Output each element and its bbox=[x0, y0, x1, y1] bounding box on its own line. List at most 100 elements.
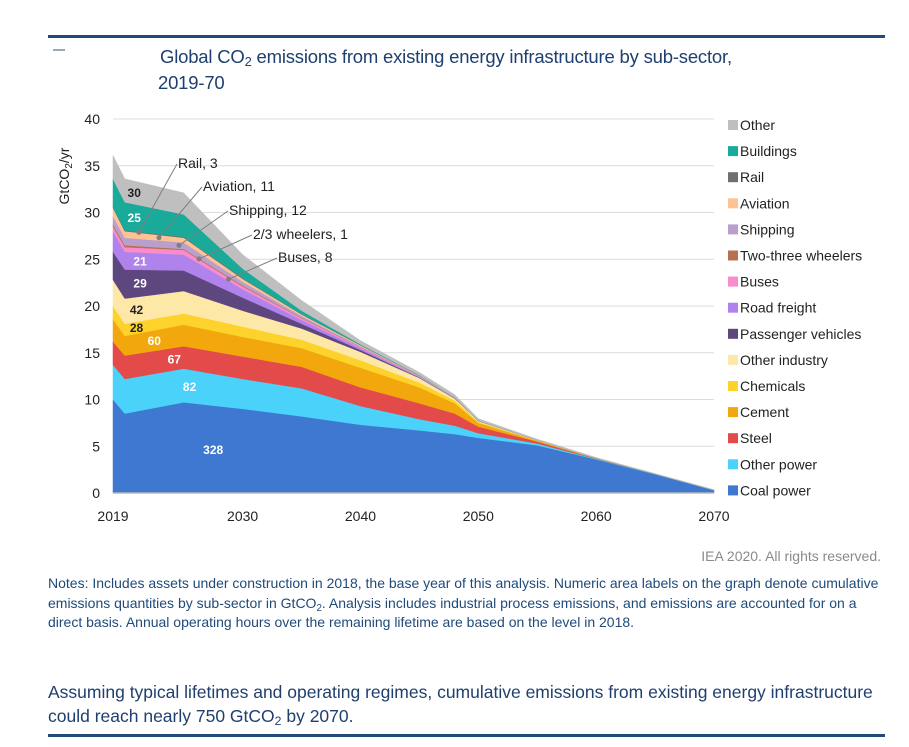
y-tick-label: 5 bbox=[92, 438, 100, 454]
annotation-dot bbox=[156, 235, 162, 241]
credit-text: IEA 2020. All rights reserved. bbox=[701, 548, 881, 564]
legend-item: Other industry bbox=[728, 352, 828, 368]
legend-label: Chemicals bbox=[740, 378, 805, 394]
area-value-label: 60 bbox=[148, 334, 162, 348]
annotation-leader-line bbox=[228, 257, 278, 280]
chart-notes: Notes: Includes assets under constructio… bbox=[48, 574, 884, 633]
legend-label: Other bbox=[740, 117, 775, 133]
legend-swatch bbox=[728, 459, 738, 470]
legend-item: Other bbox=[728, 117, 775, 133]
legend-swatch bbox=[728, 146, 738, 157]
legend-item: Road freight bbox=[728, 300, 816, 316]
annotation-leader-line bbox=[158, 186, 203, 239]
legend-label: Cement bbox=[740, 404, 789, 420]
legend-swatch bbox=[728, 198, 738, 209]
legend-label: Other industry bbox=[740, 352, 828, 368]
area-value-label: 67 bbox=[168, 352, 182, 366]
annotation-dot bbox=[225, 276, 231, 282]
y-axis-label: GtCO2/yr bbox=[56, 147, 75, 204]
y-label-text: GtCO bbox=[56, 169, 72, 205]
annotation-label: Rail, 3 bbox=[178, 155, 218, 171]
y-tick-label: 40 bbox=[84, 111, 100, 127]
legend-swatch bbox=[728, 433, 738, 444]
conclusion-subscript: 2 bbox=[274, 714, 282, 728]
legend-item: Steel bbox=[728, 430, 772, 446]
annotation-dot bbox=[136, 229, 142, 235]
legend-swatch bbox=[728, 354, 738, 365]
legend-swatch bbox=[728, 250, 738, 261]
y-tick-label: 10 bbox=[84, 392, 100, 408]
area-value-label: 30 bbox=[128, 186, 142, 200]
y-label-unit: /yr bbox=[56, 147, 72, 163]
title-line-2: 2019-70 bbox=[158, 72, 225, 93]
legend: Other Buildings Rail Aviation Shipping Two-th… bbox=[728, 117, 862, 498]
notes-text-1: Notes: Includes assets under constructio… bbox=[48, 575, 879, 611]
legend-label: Buses bbox=[740, 274, 779, 290]
notes-subscript: 2 bbox=[316, 602, 322, 614]
legend-item: Buses bbox=[728, 274, 779, 290]
legend-item: Passenger vehicles bbox=[728, 326, 861, 342]
y-tick-label: 25 bbox=[84, 251, 100, 267]
y-tick-label: 30 bbox=[84, 205, 100, 221]
y-label-subscript: 2 bbox=[64, 163, 75, 169]
annotation-label: Shipping, 12 bbox=[229, 202, 307, 218]
legend-item: Two-three wheelers bbox=[728, 248, 862, 264]
legend-item: Cement bbox=[728, 404, 789, 420]
area-value-label: 25 bbox=[128, 211, 142, 225]
x-tick-label: 2019 bbox=[97, 508, 128, 524]
title-subscript: 2 bbox=[244, 54, 252, 69]
legend-item: Other power bbox=[728, 456, 817, 472]
legend-item: Coal power bbox=[728, 482, 811, 498]
legend-label: Road freight bbox=[740, 300, 816, 316]
area-other bbox=[112, 155, 715, 491]
conclusion-text: Assuming typical lifetimes and operating… bbox=[48, 680, 884, 728]
area-value-label: 28 bbox=[130, 321, 144, 335]
x-tick-label: 2060 bbox=[581, 508, 612, 524]
legend-item: Shipping bbox=[728, 221, 795, 237]
annotation-leader-line bbox=[138, 163, 178, 233]
area-value-label: 21 bbox=[133, 255, 147, 269]
legend-swatch bbox=[728, 172, 738, 183]
legend-swatch bbox=[728, 407, 738, 418]
annotation-label: 2/3 wheelers, 1 bbox=[253, 226, 348, 242]
annotations: Rail, 3 Aviation, 11 Shipping, 12 2/3 wheel… bbox=[136, 155, 348, 282]
legend-item: Rail bbox=[728, 169, 764, 185]
legend-label: Coal power bbox=[740, 482, 811, 498]
legend-label: Two-three wheelers bbox=[740, 248, 862, 264]
stacked-area-chart: 0 5 10 15 20 25 30 35 40 2019 2030 2040 2050 2060 2070… bbox=[56, 111, 862, 524]
legend-item: Aviation bbox=[728, 195, 790, 211]
area-value-label: 29 bbox=[133, 277, 147, 291]
legend-item: Chemicals bbox=[728, 378, 805, 394]
area-series bbox=[112, 155, 715, 494]
notes-text-2: . Analysis includes industrial process e… bbox=[48, 594, 857, 631]
title-text-prefix: Global CO bbox=[160, 46, 245, 67]
y-tick-label: 35 bbox=[84, 158, 100, 174]
top-rule bbox=[48, 35, 885, 38]
x-tick-label: 2030 bbox=[227, 508, 258, 524]
legend-swatch bbox=[728, 120, 738, 130]
title-text-suffix: emissions from existing energy infrastru… bbox=[251, 46, 733, 67]
legend-label: Other power bbox=[740, 456, 817, 472]
legend-label: Steel bbox=[740, 430, 772, 446]
legend-swatch bbox=[728, 224, 738, 235]
legend-label: Passenger vehicles bbox=[740, 326, 861, 342]
x-tick-label: 2050 bbox=[463, 508, 494, 524]
legend-item: Buildings bbox=[728, 143, 797, 159]
y-tick-label: 20 bbox=[84, 298, 100, 314]
annotation-label: Buses, 8 bbox=[278, 249, 333, 265]
legend-label: Aviation bbox=[740, 195, 790, 211]
annotation-dot bbox=[176, 242, 182, 248]
legend-swatch bbox=[728, 276, 738, 287]
annotation-label: Aviation, 11 bbox=[203, 178, 275, 194]
area-value-label: 42 bbox=[130, 303, 144, 317]
x-tick-label: 2070 bbox=[698, 508, 729, 524]
chart-title: Global CO2 emissions from existing energ… bbox=[158, 44, 860, 96]
legend-swatch bbox=[728, 328, 738, 339]
legend-swatch bbox=[728, 302, 738, 313]
bottom-rule bbox=[48, 734, 885, 737]
annotation-leader-line bbox=[178, 210, 229, 246]
x-tick-label: 2040 bbox=[345, 508, 376, 524]
conclusion-text-2: by 2070. bbox=[281, 706, 354, 726]
y-tick-label: 15 bbox=[84, 345, 100, 361]
